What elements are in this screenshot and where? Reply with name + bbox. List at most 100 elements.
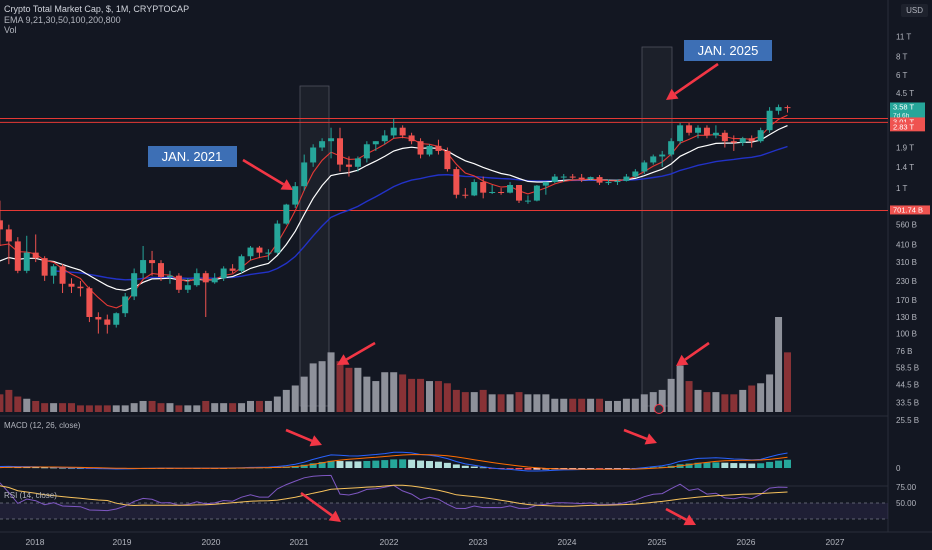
price-axis-label: 130 B: [896, 313, 917, 322]
candle: [524, 200, 531, 202]
macd-histogram-bar: [515, 468, 523, 470]
arrow: [285, 428, 313, 442]
ema-mid-line: [0, 125, 788, 291]
candle: [516, 184, 522, 201]
time-axis-label: 2021: [290, 537, 309, 547]
volume-bar: [184, 405, 192, 412]
volume-bar: [712, 392, 720, 412]
volume-bar: [76, 405, 84, 412]
price-axis-label: 4.5 T: [896, 89, 914, 98]
macd-histogram-bar: [354, 461, 362, 468]
volume-bar: [381, 372, 389, 412]
volume-bar: [649, 392, 657, 412]
volume-bar: [533, 394, 541, 412]
macd-histogram-bar: [622, 468, 630, 469]
candle: [328, 138, 335, 142]
ema-fast-line: [0, 114, 788, 309]
candle: [498, 191, 505, 193]
macd-histogram-bar: [587, 468, 595, 469]
macd-histogram-bar: [23, 467, 31, 469]
candle: [23, 252, 30, 271]
macd-histogram-bar: [32, 467, 40, 469]
candle: [372, 141, 379, 145]
macd-histogram-bar: [408, 459, 416, 468]
macd-histogram-bar: [730, 463, 738, 468]
candle: [319, 141, 326, 148]
volume-bar: [515, 392, 523, 412]
macd-histogram-bar: [372, 460, 380, 468]
macd-histogram-bar: [300, 464, 308, 468]
candle: [77, 286, 84, 289]
volume-bar: [247, 400, 254, 412]
candle: [184, 285, 191, 290]
price-axis-label: 170 B: [896, 296, 917, 305]
macd-histogram-bar: [434, 461, 442, 468]
candle: [95, 316, 102, 320]
candle: [229, 268, 236, 271]
arrow-head: [309, 435, 322, 447]
candle: [274, 223, 281, 253]
volume-bar: [721, 394, 729, 412]
volume-legend: Vol: [4, 25, 17, 35]
macd-histogram-bar: [399, 459, 407, 468]
volume-bar: [605, 400, 612, 412]
volume-bar: [94, 405, 102, 412]
highlight-box-2025: [641, 46, 673, 407]
price-axis-label: 6 T: [896, 71, 908, 80]
price-axis-label: 230 B: [896, 277, 917, 286]
volume-bar: [309, 363, 317, 412]
volume-bar: [757, 383, 765, 412]
volume-bar: [569, 398, 577, 412]
arrow-head: [328, 510, 341, 522]
macd-histogram-bar: [640, 467, 648, 469]
time-axis-label: 2023: [469, 537, 488, 547]
candle: [238, 256, 245, 271]
volume-bar: [775, 317, 783, 412]
volume-bar: [694, 389, 702, 412]
price-axis-label: 8 T: [896, 53, 908, 62]
price-axis-label: 58.5 B: [896, 363, 919, 372]
candle: [220, 268, 227, 279]
candle: [677, 125, 684, 142]
volume-bar: [318, 361, 326, 412]
volume-bar: [372, 381, 380, 412]
candle: [86, 288, 93, 317]
candle: [596, 177, 603, 183]
macd-histogram-bar: [50, 467, 58, 469]
currency-selector[interactable]: USD: [901, 4, 928, 17]
macd-histogram-bar: [461, 465, 469, 468]
arrow-head: [676, 354, 689, 366]
price-axis-label: 44.5 B: [896, 381, 919, 390]
candle: [292, 186, 299, 205]
volume-bar: [50, 403, 58, 412]
candle: [256, 247, 263, 253]
candle: [471, 182, 478, 196]
volume-bar: [130, 403, 138, 412]
macd-histogram-bar: [452, 464, 460, 468]
volume-bar: [0, 394, 4, 412]
volume-bar: [68, 403, 75, 412]
candle: [614, 180, 621, 183]
candle: [435, 145, 442, 151]
volume-bar: [175, 405, 183, 412]
candle: [158, 263, 164, 277]
symbol-title: Crypto Total Market Cap, $, 1M, CRYPTOCA…: [4, 4, 190, 14]
price-axis-label: 25.5 B: [896, 416, 919, 425]
volume-bar: [452, 389, 460, 412]
candle: [390, 127, 397, 136]
candle: [149, 260, 156, 264]
price-badge: [890, 117, 925, 127]
candle: [131, 273, 138, 297]
arrow-head: [280, 179, 293, 190]
arrow: [300, 491, 333, 517]
candle: [408, 135, 415, 142]
macd-histogram-bar: [479, 467, 487, 469]
candle: [104, 319, 111, 325]
macd-histogram-bar: [739, 463, 747, 468]
arrow-head: [337, 354, 350, 365]
candle: [507, 184, 514, 193]
volume-bar: [434, 381, 442, 412]
candle: [5, 229, 12, 242]
candle: [0, 220, 3, 230]
